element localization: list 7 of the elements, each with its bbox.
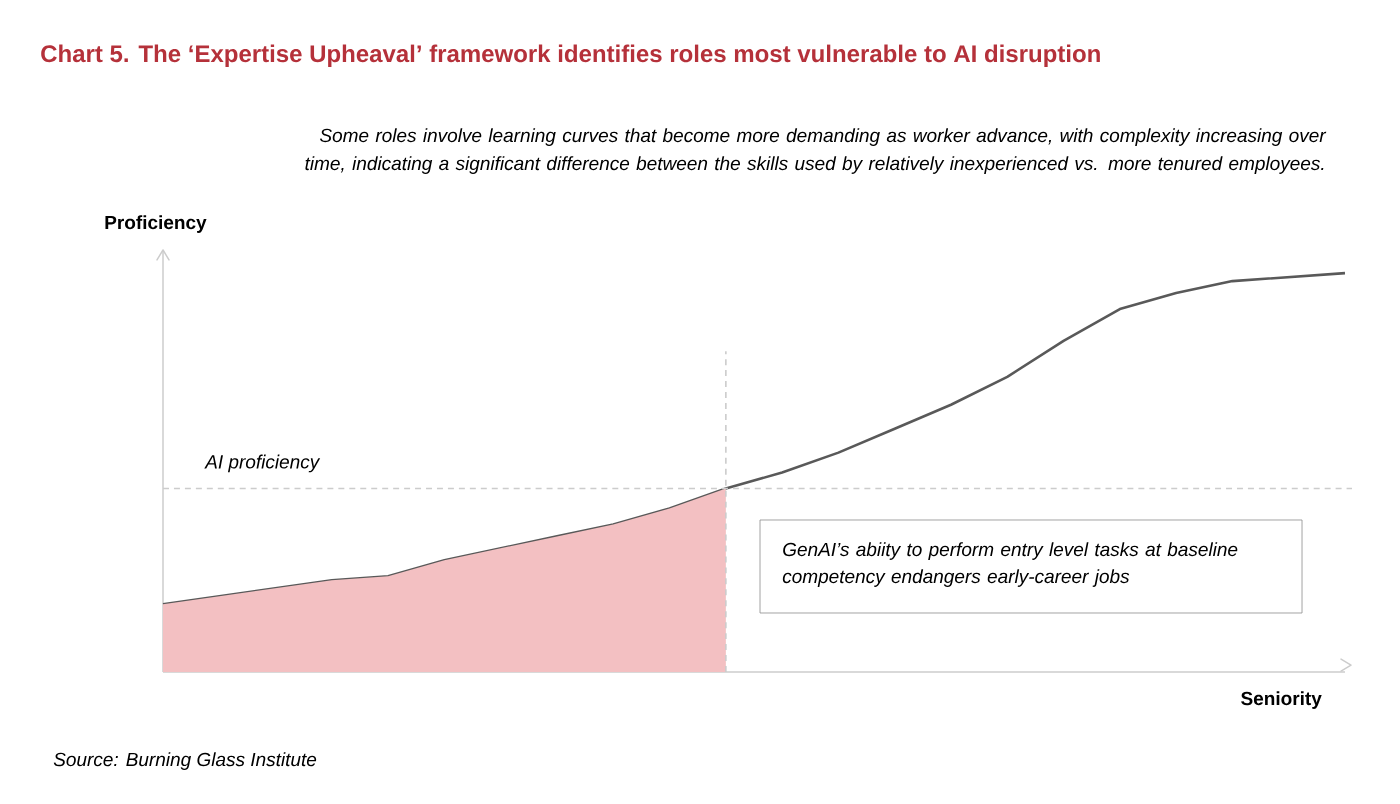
annotation: GenAI’s abiity to perform entry level tasks at baseline competency endangers early-career jobs	[782, 542, 1238, 587]
chart-title: Chart 5. The ‘Expertise Upheaval’ framework identifies roles most vulnerable to AI disruption	[41, 44, 1100, 67]
x-axis-title: Seniority	[1241, 691, 1322, 709]
ref-line-label: AI proficiency	[204, 454, 321, 473]
source-note: Source: Burning Glass Institute	[53, 752, 317, 770]
y-axis-title: Proficiency	[105, 215, 207, 233]
chart-subtitle: Some roles involve learning curves that become more demanding as worker advance, with complexity increasing over time, indicating a significant difference between the skills used by relatively inexperienced vs. more tenured employees.	[305, 128, 1327, 174]
